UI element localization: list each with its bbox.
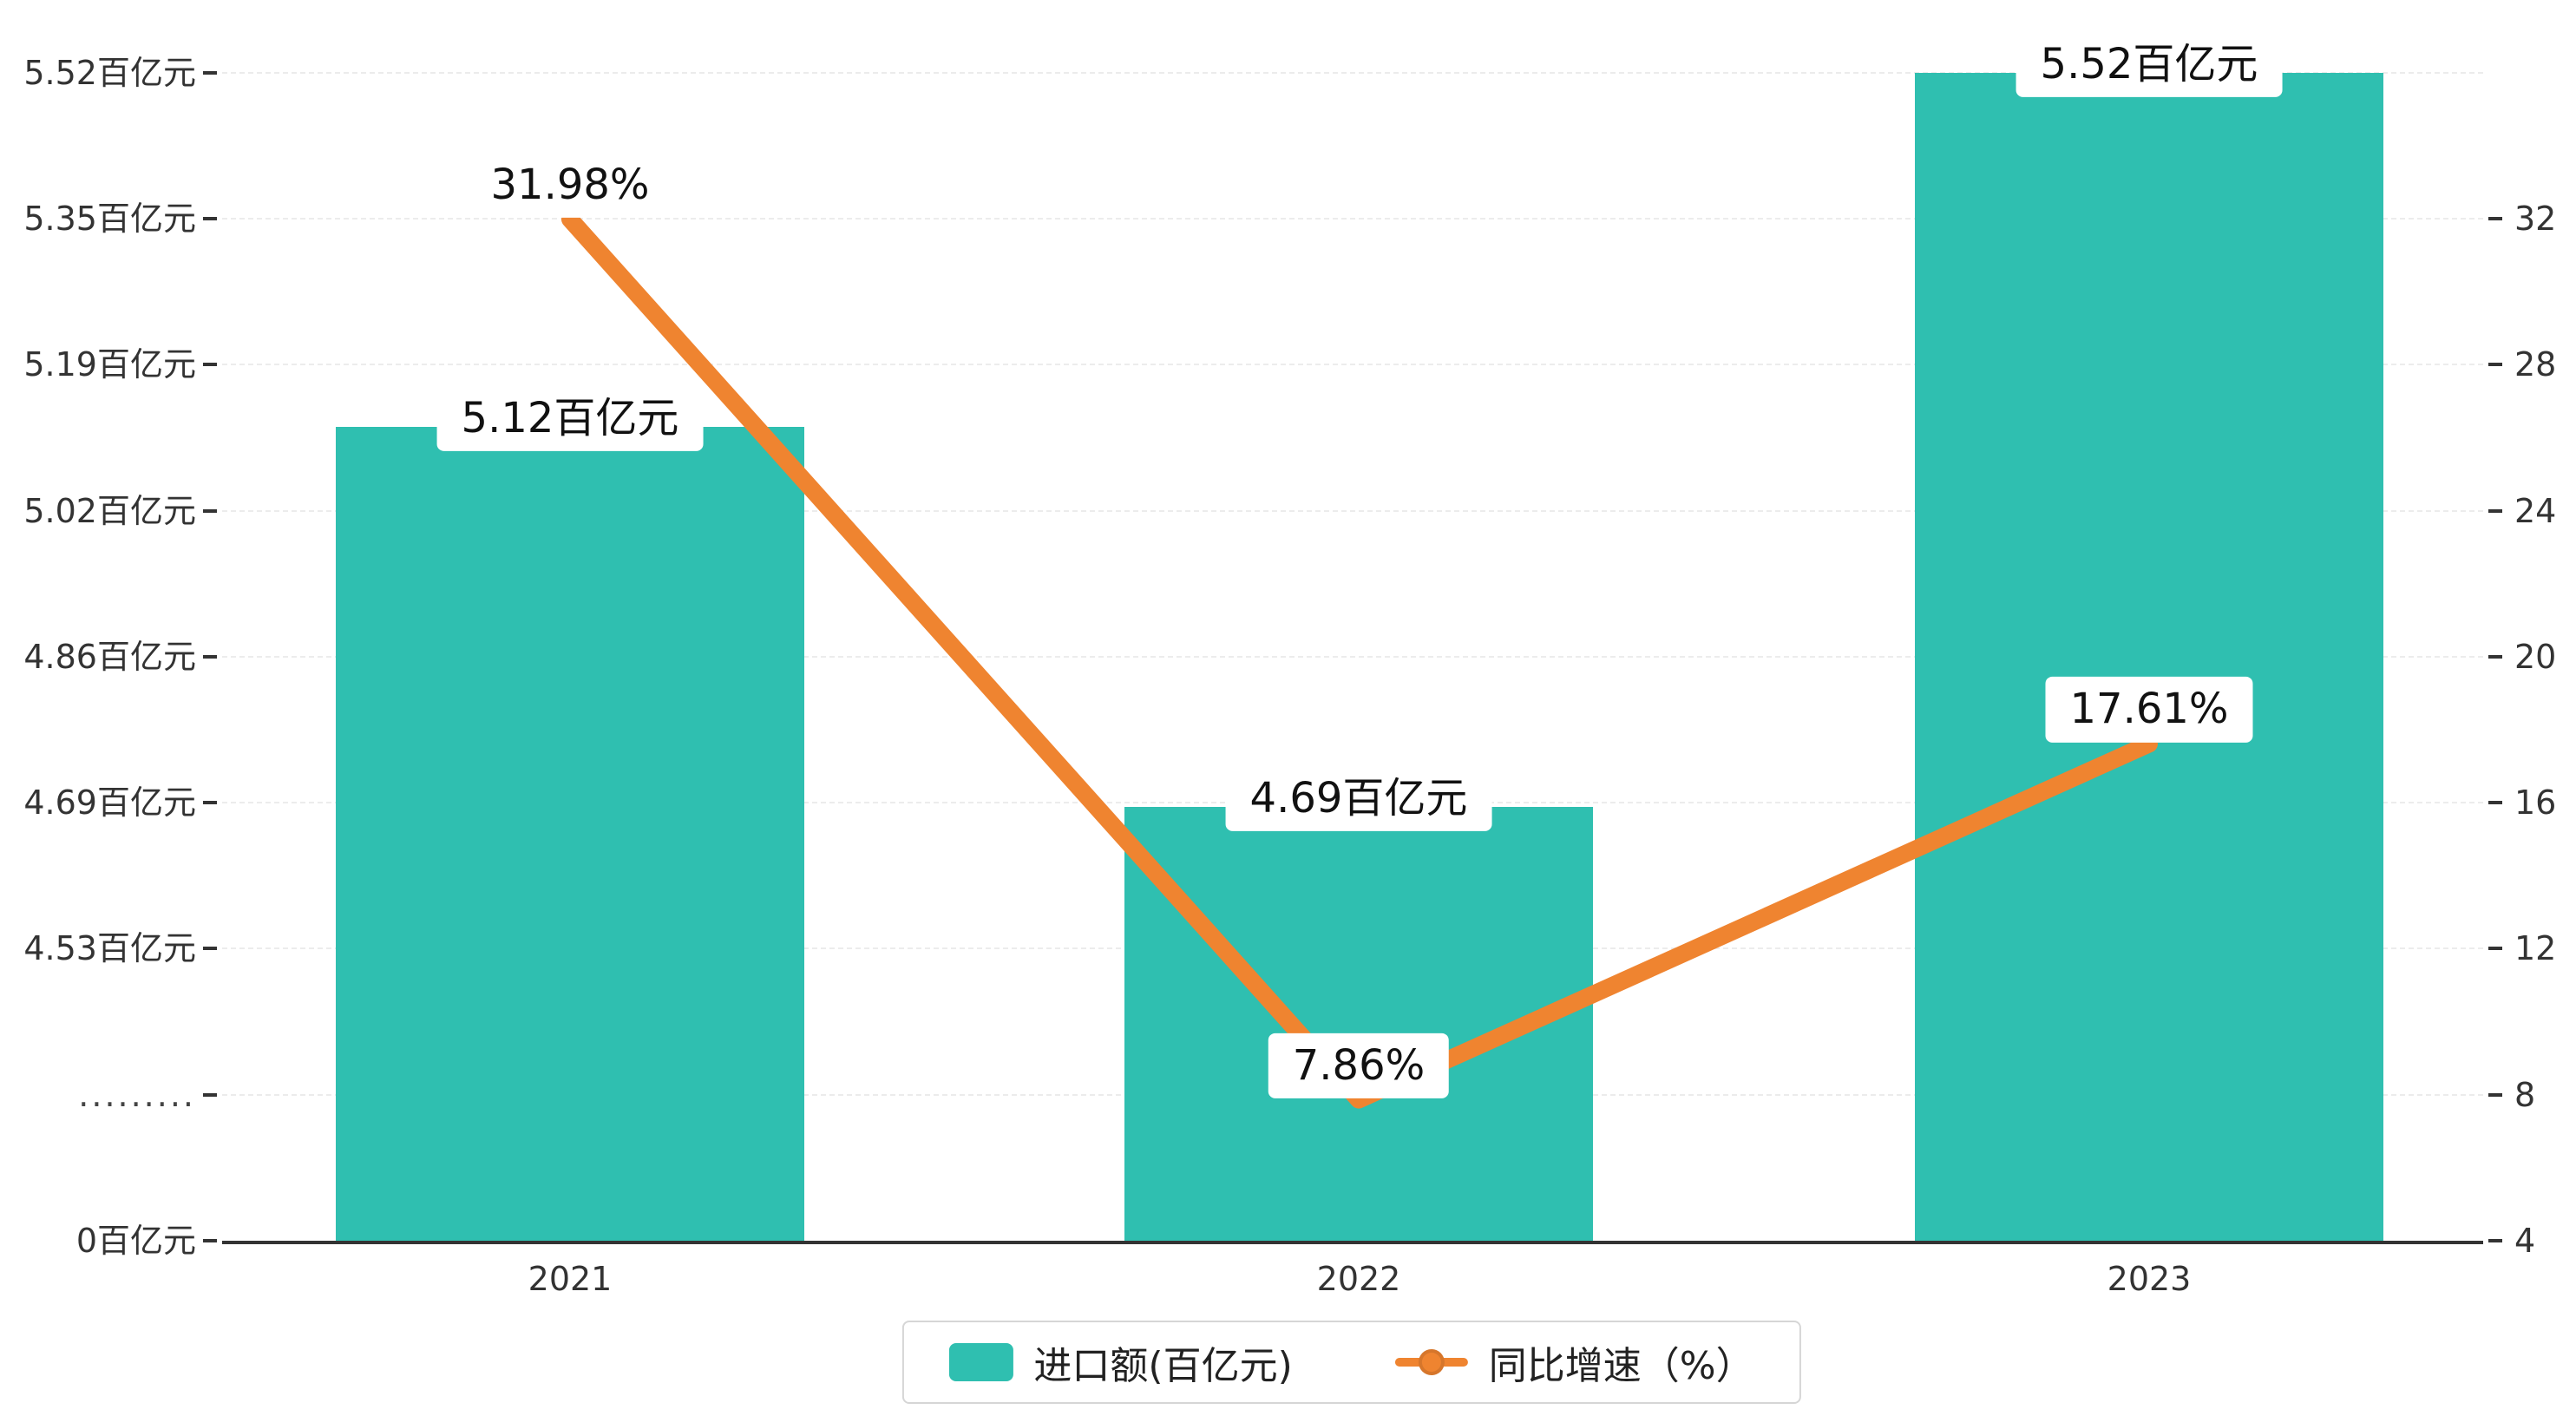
x-axis-label-2022: 2022: [1316, 1260, 1401, 1298]
legend-item-growth[interactable]: 同比增速（%）: [1394, 1334, 1754, 1390]
y2-axis-tick-label: 28: [2514, 345, 2557, 384]
left-axis-tick: [203, 363, 217, 367]
bar-value-label: 4.69百亿元: [1225, 766, 1492, 832]
legend: 进口额(百亿元) 同比增速（%）: [901, 1321, 1801, 1404]
x-axis-label-2023: 2023: [2107, 1260, 2192, 1298]
gridline: [222, 364, 2483, 366]
y2-axis-tick-label: 8: [2514, 1075, 2536, 1114]
bar-2023: [1915, 72, 2383, 1241]
y-axis-tick-label: .........: [78, 1075, 196, 1114]
left-axis-tick: [203, 216, 217, 220]
legend-item-label: 进口额(百亿元): [1033, 1344, 1293, 1388]
gridline: [222, 217, 2483, 220]
y-axis-tick-label: 4.86百亿元: [23, 637, 196, 676]
bar-value-label: 5.52百亿元: [2016, 31, 2283, 97]
y-axis-tick-label: 5.02百亿元: [23, 491, 196, 530]
growth-point-label: 31.98%: [466, 152, 674, 218]
left-axis-tick: [203, 654, 217, 659]
right-axis-tick: [2488, 1239, 2502, 1242]
x-axis-label-2021: 2021: [528, 1260, 613, 1298]
trend-line-path: [561, 210, 2158, 1109]
y-axis-tick-label: 0百亿元: [75, 1222, 196, 1260]
y-axis-tick-label: 4.53百亿元: [23, 929, 196, 968]
gridline: [222, 655, 2483, 658]
legend-line-dot-icon: [1418, 1349, 1445, 1375]
right-axis-tick: [2488, 508, 2502, 513]
y2-axis-tick-label: 12: [2514, 929, 2557, 968]
y-axis-tick-label: 4.69百亿元: [23, 783, 196, 823]
gridline: [222, 509, 2483, 512]
growth-point-label: 17.61%: [2045, 677, 2253, 743]
growth-point-label: 7.86%: [1268, 1032, 1450, 1098]
legend-item-imports[interactable]: 进口额(百亿元): [948, 1334, 1293, 1390]
left-axis-tick: [203, 70, 217, 75]
left-axis-tick: [203, 1092, 217, 1097]
y2-axis-tick-label: 20: [2514, 637, 2557, 676]
left-axis-tick: [203, 801, 217, 805]
legend-bar-swatch-icon: [948, 1343, 1013, 1381]
y2-axis-tick-label: 4: [2514, 1222, 2536, 1260]
y2-axis-tick-label: 24: [2514, 491, 2557, 530]
y-axis-tick-label: 5.19百亿元: [23, 345, 196, 384]
legend-line-marker-icon: [1394, 1343, 1468, 1381]
y-axis-tick-label: 5.35百亿元: [23, 199, 196, 238]
y-axis-tick-label: 5.52百亿元: [23, 53, 196, 92]
left-axis-tick: [203, 508, 217, 513]
gridline: [222, 71, 2483, 74]
right-axis-tick: [2488, 216, 2502, 220]
y2-axis-tick-label: 32: [2514, 199, 2557, 238]
bar-2021: [336, 426, 804, 1241]
right-axis-tick: [2488, 363, 2502, 367]
right-axis-tick: [2488, 654, 2502, 659]
right-axis-tick: [2488, 801, 2502, 805]
left-axis-tick: [203, 1239, 217, 1242]
legend-item-label: 同比增速（%）: [1488, 1344, 1754, 1388]
left-axis-tick: [203, 947, 217, 951]
y2-axis-tick-label: 16: [2514, 783, 2557, 823]
x-axis-line: [222, 1241, 2483, 1244]
bar-value-label: 5.12百亿元: [436, 385, 704, 451]
right-axis-tick: [2488, 947, 2502, 951]
right-axis-tick: [2488, 1092, 2502, 1097]
